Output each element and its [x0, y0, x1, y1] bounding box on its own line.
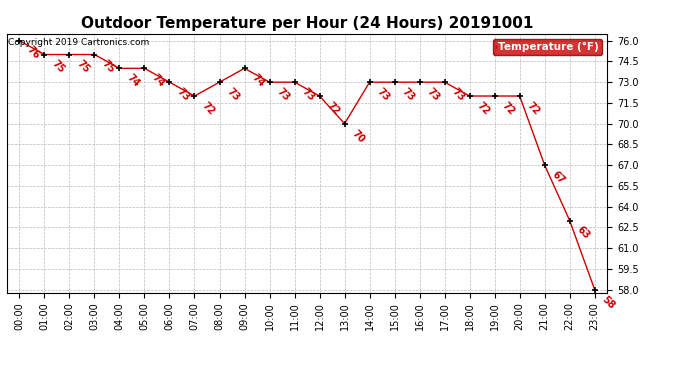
Text: 74: 74 [150, 72, 167, 89]
Text: 75: 75 [100, 58, 117, 75]
Text: 58: 58 [600, 294, 617, 310]
Text: 75: 75 [50, 58, 67, 75]
Text: 67: 67 [550, 170, 567, 186]
Legend: Temperature (°F): Temperature (°F) [493, 39, 602, 55]
Text: 74: 74 [250, 72, 267, 89]
Text: 72: 72 [475, 100, 492, 117]
Text: 73: 73 [400, 86, 417, 103]
Text: 74: 74 [125, 72, 141, 89]
Text: 72: 72 [500, 100, 517, 117]
Text: 72: 72 [200, 100, 217, 117]
Text: 73: 73 [225, 86, 241, 103]
Text: 73: 73 [425, 86, 442, 103]
Text: Copyright 2019 Cartronics.com: Copyright 2019 Cartronics.com [8, 38, 149, 46]
Text: 63: 63 [575, 225, 592, 242]
Text: 73: 73 [450, 86, 467, 103]
Text: 70: 70 [350, 128, 367, 144]
Text: 76: 76 [25, 45, 41, 62]
Text: 72: 72 [325, 100, 342, 117]
Text: 72: 72 [525, 100, 542, 117]
Text: 73: 73 [275, 86, 292, 103]
Text: 73: 73 [175, 86, 192, 103]
Text: 73: 73 [300, 86, 317, 103]
Title: Outdoor Temperature per Hour (24 Hours) 20191001: Outdoor Temperature per Hour (24 Hours) … [81, 16, 533, 31]
Text: 75: 75 [75, 58, 92, 75]
Text: 73: 73 [375, 86, 392, 103]
